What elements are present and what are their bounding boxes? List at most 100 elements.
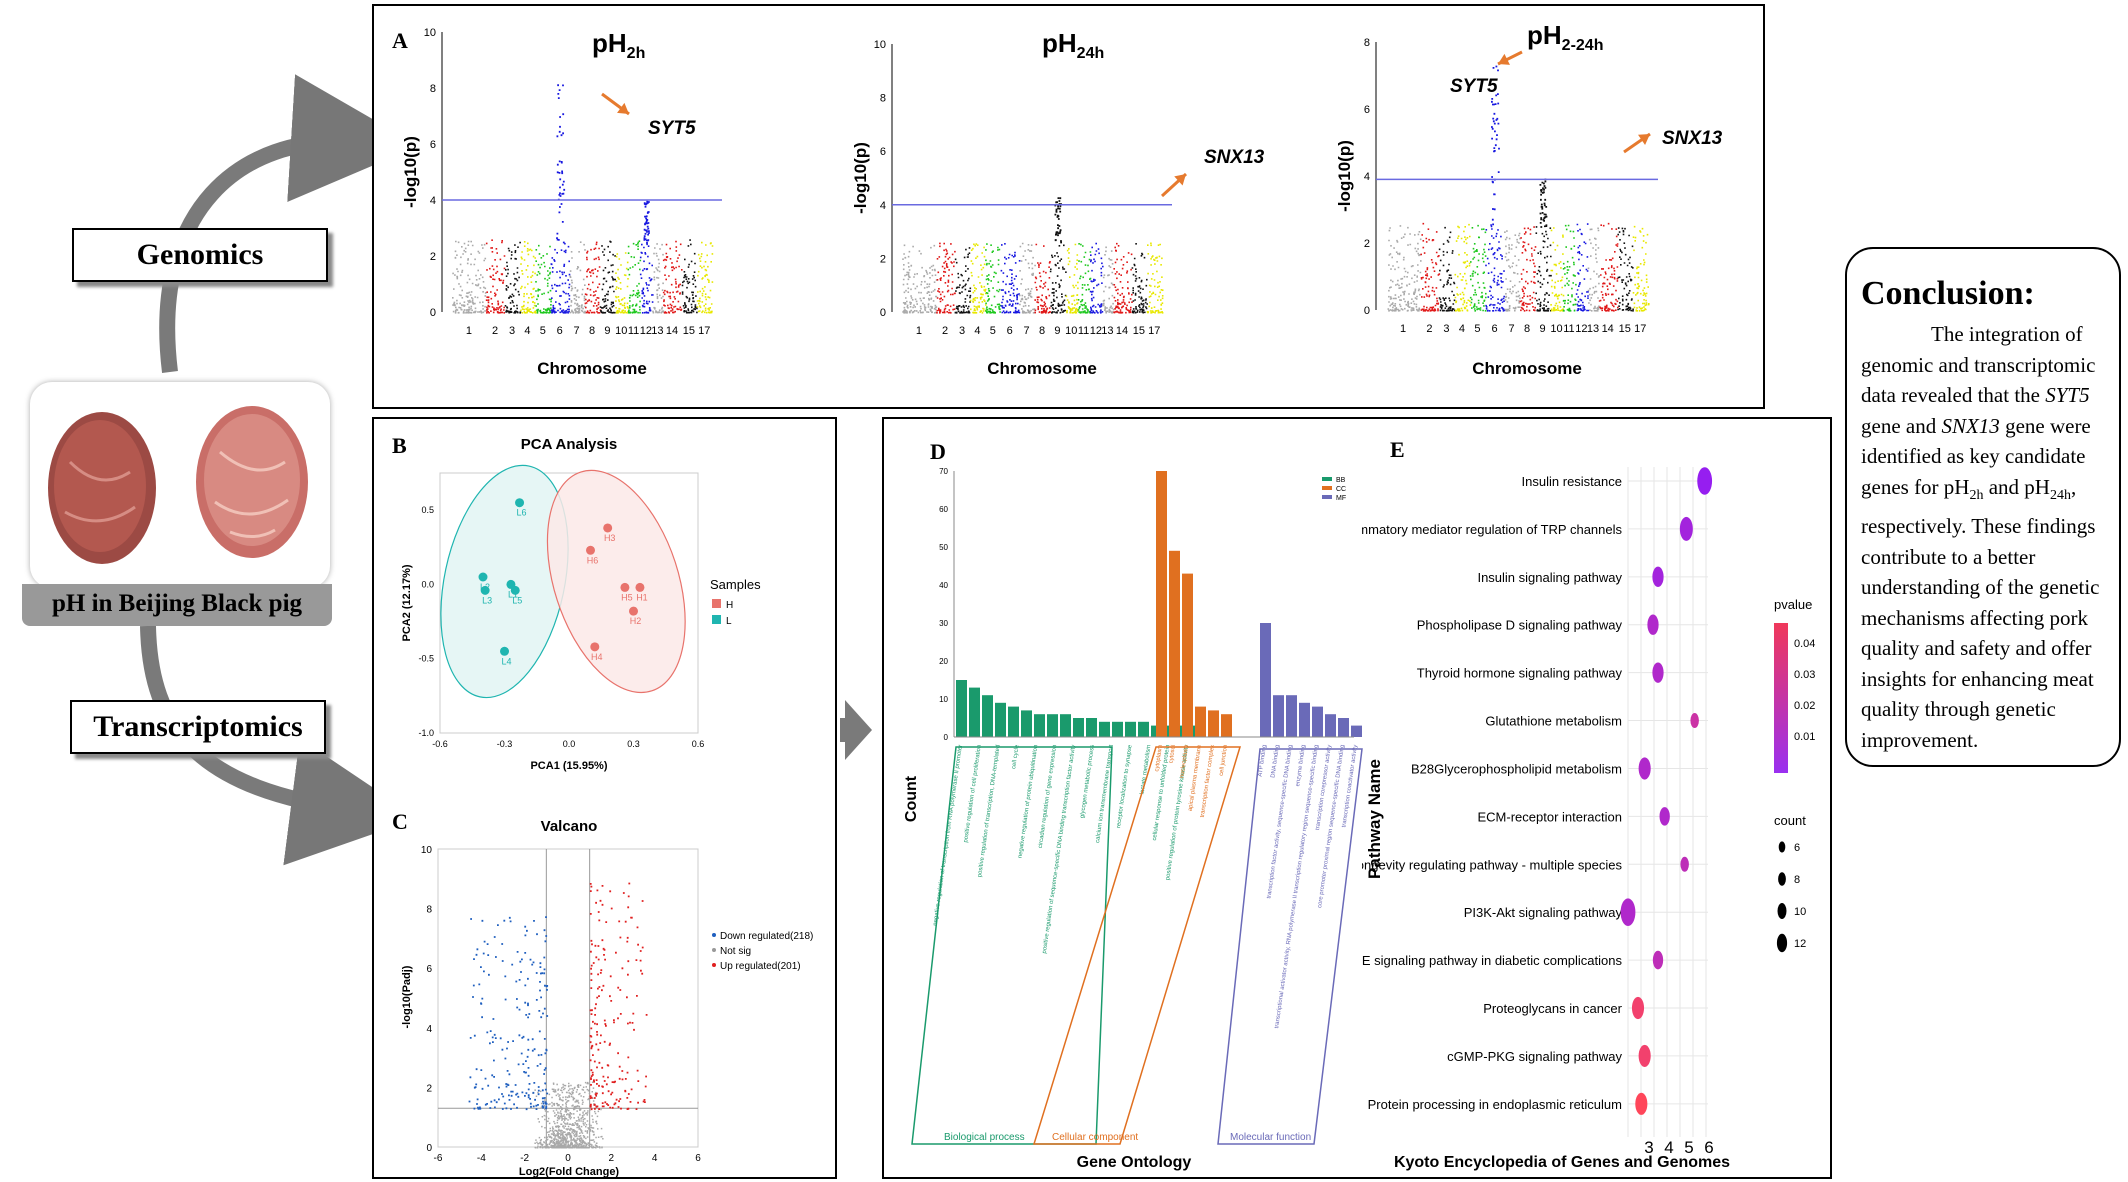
panel-b-letter: B bbox=[392, 433, 407, 458]
chromosome-tick: 12 bbox=[640, 325, 652, 337]
chromosome-points-6 bbox=[550, 242, 571, 314]
kegg-y-label: Pathway Name bbox=[1365, 759, 1384, 879]
y-tick-label: 8 bbox=[430, 83, 436, 95]
pca-point-H4 bbox=[590, 642, 600, 652]
chromosome-tick: 5 bbox=[1474, 323, 1480, 335]
pca-plot: PCA AnalysisL6L2L3L1L5L4H3H6H5H1H2H4-0.6… bbox=[401, 436, 761, 772]
go-bar-biological-process-7 bbox=[1034, 714, 1045, 737]
pca-point-label: H5 bbox=[621, 592, 633, 602]
chromosome-points-4 bbox=[520, 241, 537, 314]
go-bar-molecular-function-4 bbox=[1299, 702, 1310, 737]
chromosome-tick: 14 bbox=[1602, 323, 1614, 335]
x-axis-label: Chromosome bbox=[987, 359, 1097, 378]
go-term-label: lactate metabolism bbox=[1140, 744, 1153, 794]
go-bar-biological-process-3 bbox=[982, 695, 993, 737]
chromosome-points-15 bbox=[1131, 243, 1148, 314]
pvalue-tick: 0.01 bbox=[1794, 731, 1815, 743]
go-x-label: Gene Ontology bbox=[1077, 1154, 1192, 1171]
count-legend-dot bbox=[1777, 903, 1787, 919]
chromosome-points-11 bbox=[1562, 224, 1577, 312]
pvalue-colorbar bbox=[1774, 623, 1788, 773]
go-group-box-3 bbox=[1217, 748, 1363, 1145]
y-tick-label: 10 bbox=[874, 39, 886, 51]
go-bar-biological-process-12 bbox=[1099, 721, 1110, 737]
pca-point-H6 bbox=[586, 545, 595, 555]
chromosome-tick: 10 bbox=[1550, 323, 1562, 335]
pca-legend-swatch-L bbox=[712, 615, 721, 624]
volcano-legend-label: Not sig bbox=[720, 946, 751, 957]
pca-point-label: H1 bbox=[636, 592, 648, 602]
pca-x-tick: -0.3 bbox=[497, 739, 513, 749]
gene-label-snx13-24h: SNX13 bbox=[1204, 147, 1265, 168]
pca-legend-label: H bbox=[726, 600, 733, 611]
peak-points bbox=[643, 200, 650, 244]
kegg-pathway-label: Proteoglycans in cancer bbox=[1483, 1001, 1622, 1016]
conclusion-box: Conclusion: The integration of genomic a… bbox=[1845, 247, 2121, 767]
chromosome-points-8 bbox=[1034, 243, 1051, 314]
chromosome-points-4 bbox=[969, 243, 987, 314]
chromosome-tick: 1 bbox=[1400, 323, 1406, 335]
pca-point-H3 bbox=[603, 523, 613, 533]
chromosome-points-13 bbox=[1587, 227, 1600, 312]
chromosome-tick: 6 bbox=[1491, 323, 1497, 335]
panel-e-letter: E bbox=[1390, 437, 1405, 462]
go-bar-molecular-function-7 bbox=[1338, 718, 1349, 737]
plot-title: pH2-24h bbox=[1527, 20, 1603, 54]
pca-y-tick: -1.0 bbox=[418, 728, 434, 738]
go-y-tick: 0 bbox=[944, 733, 949, 742]
chromosome-tick: 1 bbox=[916, 325, 922, 337]
kegg-pathway-label: Insulin signaling pathway bbox=[1477, 570, 1622, 585]
kegg-x-tick: 3 bbox=[1644, 1138, 1653, 1157]
kegg-bubble-6 bbox=[1690, 713, 1699, 729]
pca-point-label: L3 bbox=[482, 595, 492, 605]
volcano-y-tick: 10 bbox=[421, 845, 433, 856]
genomics-label: Genomics bbox=[72, 228, 328, 282]
arrow-syt5-2h-head bbox=[617, 102, 629, 114]
kegg-grid bbox=[1627, 467, 1708, 1137]
chromosome-tick: 3 bbox=[509, 325, 515, 337]
volcano-x-tick: 0 bbox=[565, 1153, 571, 1164]
pca-point-label: L1 bbox=[508, 589, 518, 599]
panel-a-manhattan: A 0 2 4 6 8 10 pH2h -log10(p) Chromosome 1 2 3 4 5 6 7 8… bbox=[372, 4, 1765, 409]
volcano-y-tick: 4 bbox=[426, 1024, 432, 1035]
gene-label-syt5-2h: SYT5 bbox=[648, 118, 696, 139]
go-term-label: transcription factor activity, sequence-… bbox=[1266, 744, 1294, 899]
go-y-tick: 30 bbox=[939, 619, 948, 628]
ellipse-group-h bbox=[546, 469, 686, 694]
go-bar-cellular-component-3 bbox=[1182, 573, 1193, 737]
volcano-x-label: Log2(Fold Change) bbox=[519, 1166, 620, 1177]
kegg-pathway-label: Insulin resistance bbox=[1522, 474, 1622, 489]
go-group-box-2 bbox=[1032, 746, 1242, 1145]
go-legend-swatch-MF bbox=[1322, 495, 1332, 499]
go-term-label: enzyme binding bbox=[1295, 744, 1307, 786]
chromosome-tick: 9 bbox=[604, 325, 610, 337]
chromosome-points-2 bbox=[1420, 222, 1441, 312]
chromosome-points-13 bbox=[652, 243, 665, 314]
pca-point-label: L6 bbox=[517, 508, 527, 518]
go-term-label: circadian regulation of gene expression bbox=[1038, 744, 1058, 848]
chromosome-tick: 14 bbox=[1116, 325, 1128, 337]
pca-point-label: L4 bbox=[501, 656, 511, 666]
kegg-bubble-chart: Insulin resistance flammatory mediator re… bbox=[1362, 467, 1815, 1171]
chromosome-tick: 9 bbox=[1540, 323, 1546, 335]
go-y-tick: 10 bbox=[939, 695, 948, 704]
chromosome-tick: 7 bbox=[1024, 325, 1030, 337]
pvalue-legend-title: pvalue bbox=[1774, 597, 1812, 612]
chromosome-points-7 bbox=[1019, 242, 1036, 314]
arrow-to-go-shaft bbox=[840, 718, 848, 742]
volcano-x-tick: 6 bbox=[695, 1153, 701, 1164]
not-sig-points bbox=[532, 1081, 604, 1149]
kegg-bubble-11 bbox=[1652, 950, 1664, 970]
kegg-x-tick: 5 bbox=[1684, 1138, 1693, 1157]
chromosome-tick: 4 bbox=[524, 325, 530, 337]
kegg-pathway-label: flammatory mediator regulation of TRP ch… bbox=[1362, 522, 1622, 537]
kegg-bubble-5 bbox=[1652, 662, 1664, 683]
chromosome-tick: 9 bbox=[1054, 325, 1060, 337]
gene-label-snx13-combined: SNX13 bbox=[1662, 128, 1723, 149]
go-term-label: ATP binding bbox=[1258, 744, 1268, 777]
plot-title-sub: 24h bbox=[1077, 45, 1105, 62]
kegg-bubble-13 bbox=[1638, 1044, 1651, 1068]
